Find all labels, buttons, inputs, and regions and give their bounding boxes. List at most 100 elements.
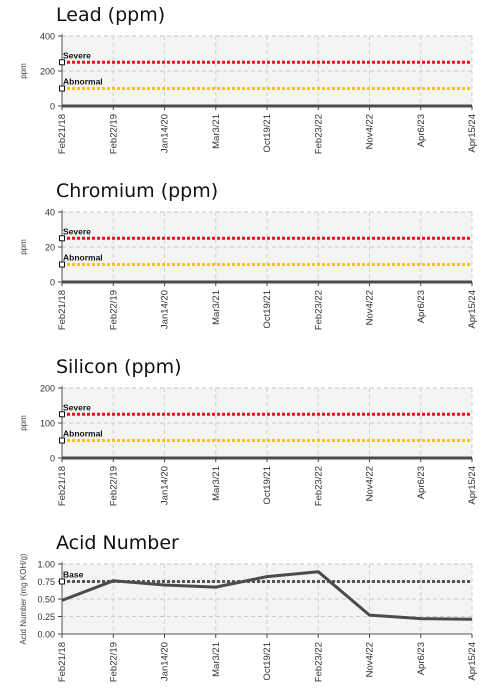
data-point [317, 571, 319, 573]
threshold-marker [59, 59, 65, 66]
x-tick-label: Feb22/19 [108, 114, 119, 154]
silicon-chart: 0 100 200 Feb21/18 Feb22/19 Jan14/20 Mar3/21 Oc… [19, 384, 478, 507]
threshold-marker [59, 437, 65, 444]
x-tick-label: Jan14/20 [160, 466, 171, 505]
y-tick-label: 40 [45, 208, 55, 218]
data-point [215, 586, 217, 588]
x-tick-label: Feb21/18 [57, 290, 68, 330]
x-tick-label: Oct19/21 [262, 114, 273, 153]
data-point [112, 457, 114, 459]
x-tick-label: Feb21/18 [57, 642, 68, 682]
data-point [164, 281, 165, 283]
chart-title: Silicon (ppm) [56, 356, 182, 378]
data-point [471, 105, 473, 107]
x-tick-label: Feb22/19 [108, 290, 119, 330]
data-point [317, 457, 319, 459]
x-tick-label: Nov4/22 [365, 642, 376, 677]
x-tick-label: Oct19/21 [262, 290, 273, 329]
data-point [164, 457, 165, 459]
data-point [61, 105, 63, 107]
x-tick-label: Oct19/21 [262, 642, 273, 681]
x-tick-label: Feb23/22 [313, 114, 324, 154]
data-point [215, 281, 217, 283]
acid-number-chart: 0.00 0.25 0.50 0.75 1.00 Feb21/18 Feb22/19 Jan1… [19, 553, 478, 682]
acid-number-chart-panel: Acid Number 0.00 0.25 0.50 0.75 1.00 Feb21/18… [0, 528, 492, 688]
x-tick-label: Apr15/24 [467, 290, 478, 329]
data-point [266, 281, 268, 283]
x-tick-label: Apr15/24 [467, 466, 478, 505]
data-point [471, 281, 473, 283]
data-point [164, 584, 165, 586]
x-tick-label: Mar3/21 [211, 290, 222, 325]
threshold-label: Abnormal [63, 253, 103, 263]
x-tick-label: Nov4/22 [365, 290, 376, 325]
threshold-marker [59, 578, 65, 585]
y-tick-label: 20 [45, 243, 55, 253]
data-point [266, 105, 268, 107]
data-point [420, 281, 422, 283]
data-point [61, 457, 63, 459]
data-point [471, 618, 473, 620]
data-point [61, 599, 63, 601]
x-tick-label: Oct19/21 [262, 466, 273, 505]
x-tick-label: Apr15/24 [467, 642, 478, 681]
y-tick-label: 1.00 [37, 560, 55, 570]
threshold-marker [59, 235, 65, 242]
data-point [369, 457, 370, 459]
y-tick-label: 0.75 [37, 577, 55, 587]
chromium-chart: 0 20 40 Feb21/18 Feb22/19 Jan14/20 Mar3/21 Oct1… [19, 208, 478, 331]
threshold-label: Severe [63, 226, 91, 236]
y-tick-label: 100 [40, 419, 55, 429]
threshold-marker [59, 85, 65, 92]
x-tick-label: Mar3/21 [211, 114, 222, 149]
y-tick-label: 200 [40, 384, 55, 394]
y-tick-label: 0 [50, 454, 55, 464]
data-point [420, 618, 422, 620]
silicon-chart-panel: Silicon (ppm) 0 100 200 Feb21/18 Feb22/19 Jan… [0, 352, 492, 512]
y-tick-label: 0 [50, 102, 55, 112]
data-point [215, 457, 217, 459]
data-point [112, 105, 114, 107]
x-tick-label: Feb21/18 [57, 114, 68, 154]
y-axis-label: ppm [19, 415, 28, 431]
data-point [266, 576, 268, 578]
x-tick-label: Feb22/19 [108, 466, 119, 506]
threshold-label: Severe [63, 50, 91, 60]
y-tick-label: 0.50 [37, 595, 55, 605]
x-tick-label: Feb23/22 [313, 466, 324, 506]
threshold-label: Abnormal [63, 77, 103, 87]
data-point [61, 281, 63, 283]
y-axis-label: Acid Number (mg KOH/g) [19, 553, 28, 644]
threshold-label: Base [63, 570, 84, 580]
data-point [420, 105, 422, 107]
data-point [471, 457, 473, 459]
x-tick-label: Jan14/20 [160, 642, 171, 681]
data-point [420, 457, 422, 459]
lead-chart: 0 200 400 Feb21/18 Feb22/19 Jan14/20 Mar3/21 Oc… [19, 32, 478, 155]
threshold-label: Abnormal [63, 429, 103, 439]
y-axis-label: ppm [19, 239, 28, 255]
y-tick-label: 400 [40, 32, 55, 42]
x-tick-label: Jan14/20 [160, 114, 171, 153]
lead-chart-panel: Lead (ppm) 0 200 400 Feb21/18 Feb22/19 Jan14/… [0, 0, 492, 160]
y-axis-label: ppm [19, 63, 28, 79]
x-tick-label: Apr15/24 [467, 114, 478, 153]
data-point [215, 105, 217, 107]
data-point [266, 457, 268, 459]
chart-title: Acid Number [56, 532, 179, 554]
y-tick-label: 0.25 [37, 612, 55, 622]
x-tick-label: Feb23/22 [313, 642, 324, 682]
data-point [317, 105, 319, 107]
data-point [369, 614, 370, 616]
y-tick-label: 0 [50, 278, 55, 288]
x-tick-label: Nov4/22 [365, 466, 376, 501]
x-tick-label: Mar3/21 [211, 466, 222, 501]
data-point [112, 281, 114, 283]
x-tick-label: Jan14/20 [160, 290, 171, 329]
data-point [369, 105, 370, 107]
chart-title: Chromium (ppm) [56, 180, 219, 202]
chromium-chart-panel: Chromium (ppm) 0 20 40 Feb21/18 Feb22/19 Jan1… [0, 176, 492, 336]
x-tick-label: Feb21/18 [57, 466, 68, 506]
data-point [317, 281, 319, 283]
threshold-marker [59, 261, 65, 268]
